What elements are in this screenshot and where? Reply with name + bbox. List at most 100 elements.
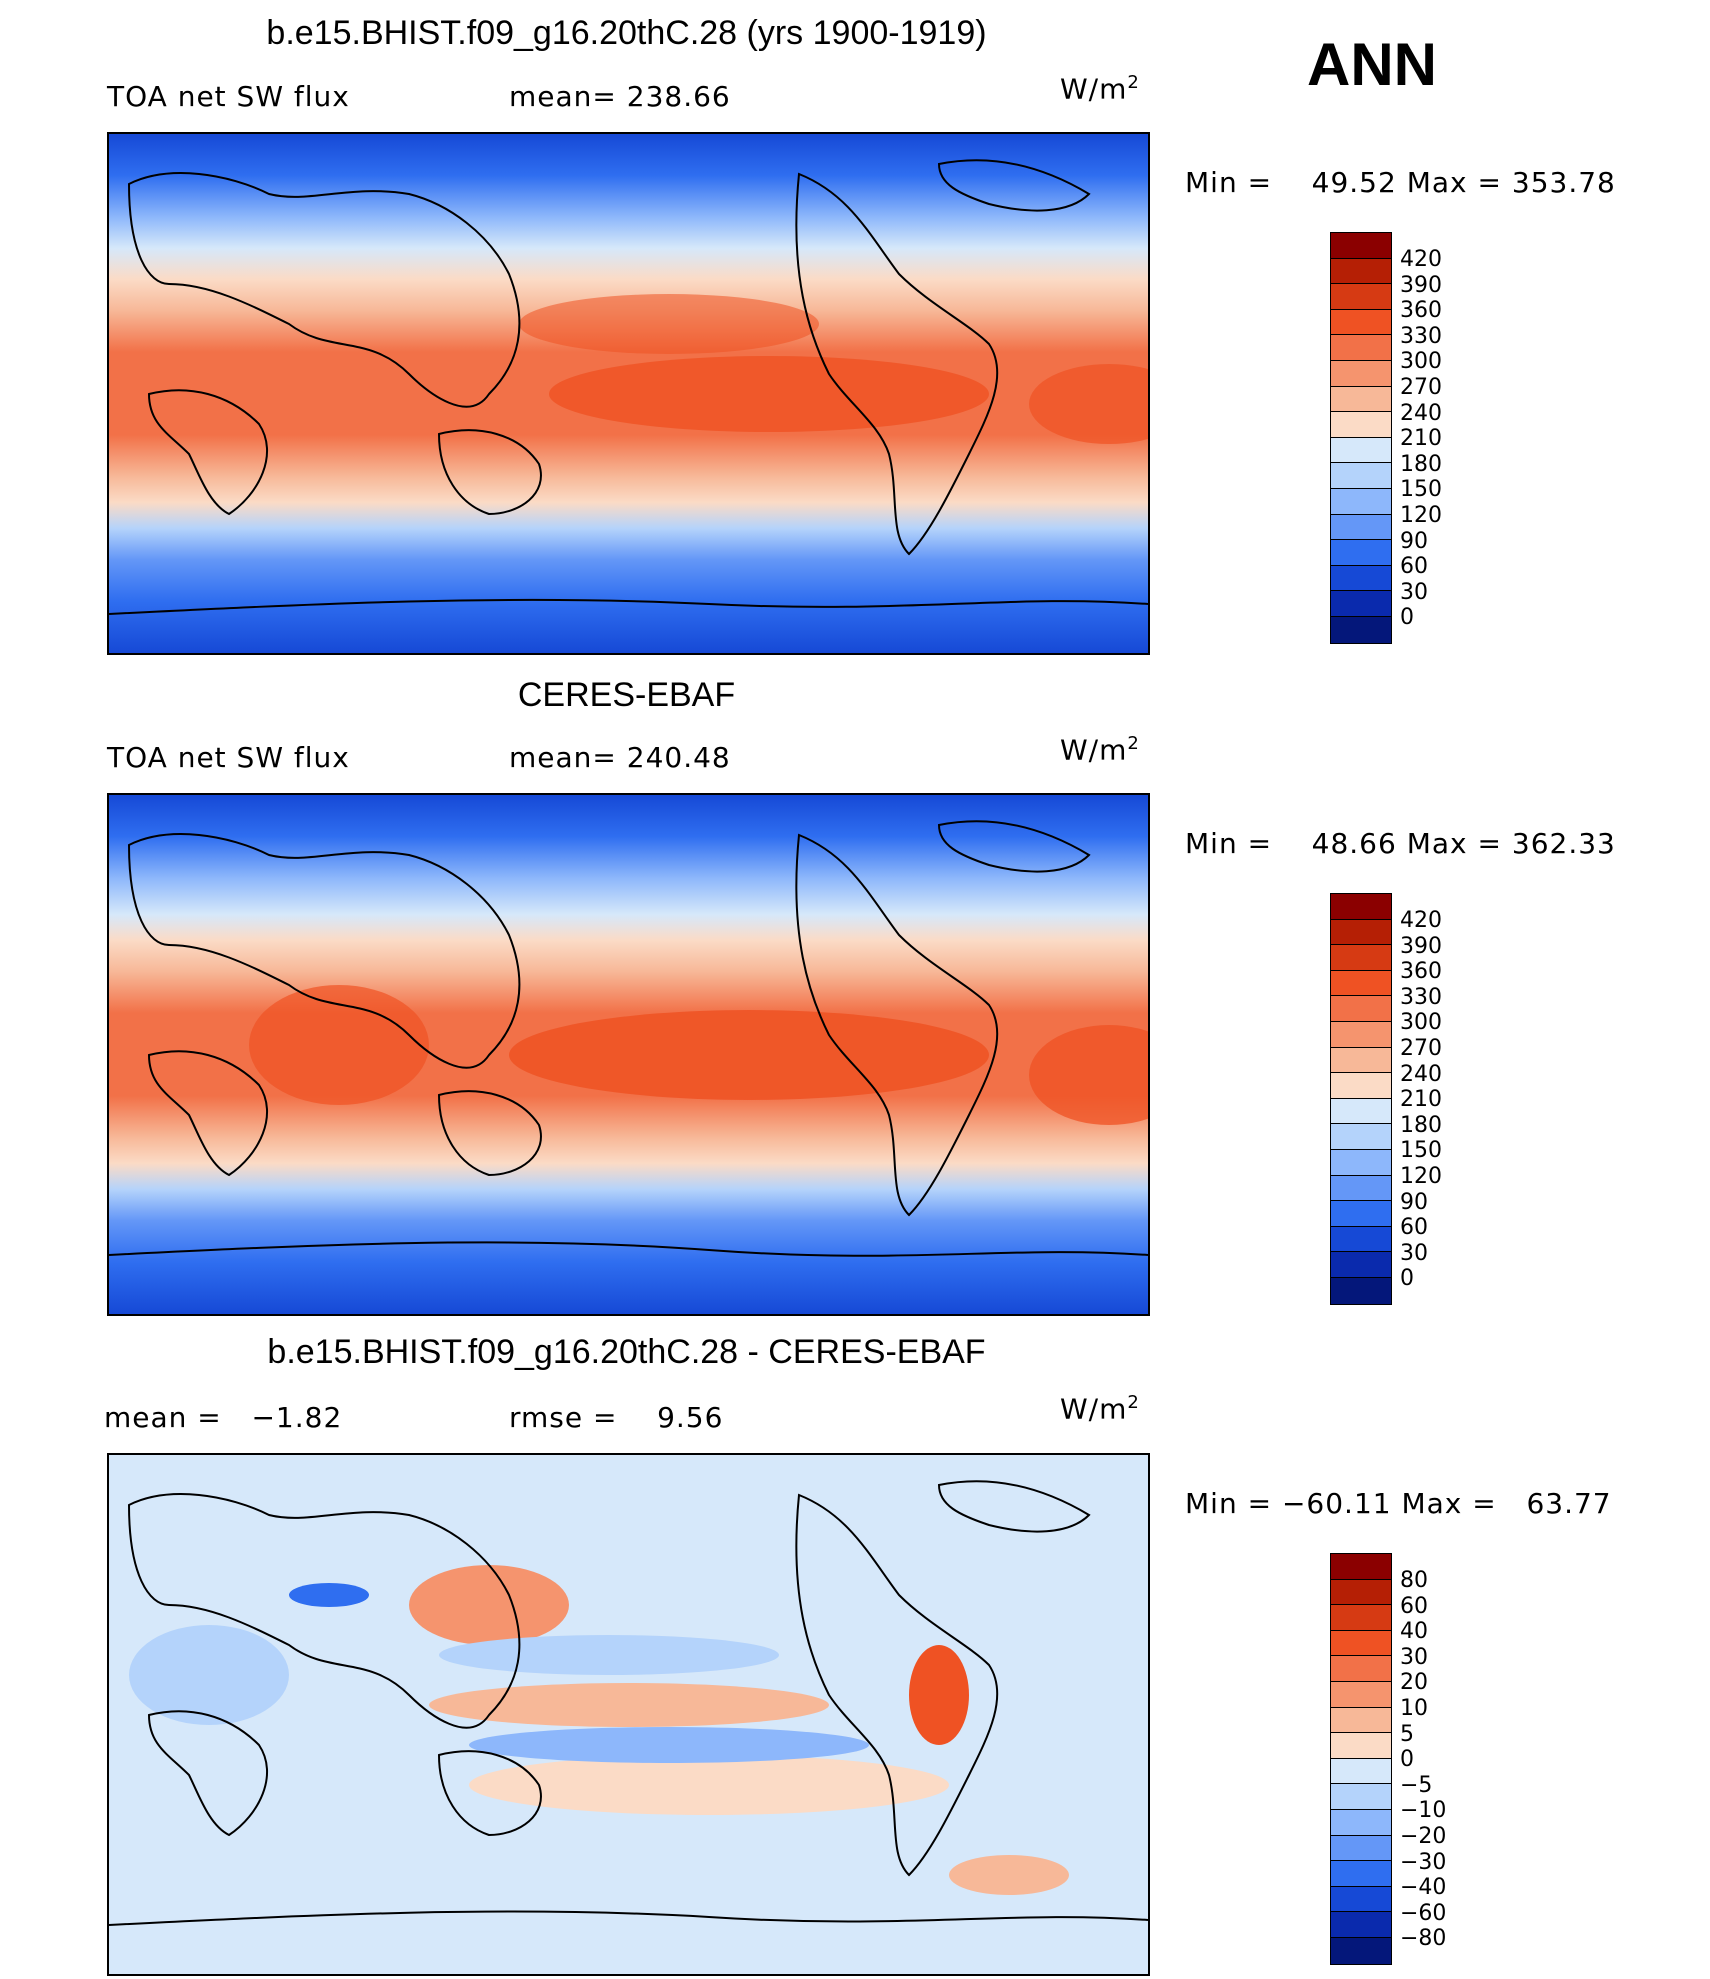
colorbar-swatch <box>1331 894 1391 920</box>
colorbar-tick-label: 270 <box>1400 374 1442 400</box>
model-pacific-north <box>519 294 819 354</box>
colorbar-tick-label: 300 <box>1400 349 1442 375</box>
colorbar-tick-label: 150 <box>1400 1138 1442 1164</box>
panel-obs-units: W/m2 <box>1060 733 1140 767</box>
colorbar-swatch <box>1331 1124 1391 1150</box>
colorbar-swatch <box>1331 1175 1391 1202</box>
diff-neg-3 <box>439 1635 779 1675</box>
colorbar-swatch <box>1331 1681 1391 1708</box>
obs-coastlines <box>109 820 1148 1257</box>
colorbar-tick-label: −80 <box>1400 1926 1447 1952</box>
colorbar-swatch <box>1331 1201 1391 1227</box>
colorbar-tick-label: 30 <box>1400 1240 1428 1266</box>
colorbar-tick-label: 270 <box>1400 1035 1442 1061</box>
colorbar-tick-label: 120 <box>1400 1163 1442 1189</box>
panel-diff-min-max: Min = −60.11 Max = 63.77 <box>1185 1487 1612 1520</box>
colorbar-tick-label: 390 <box>1400 272 1442 298</box>
obs-indian-max <box>249 985 429 1105</box>
diff-pos-4 <box>909 1645 969 1745</box>
panel-diff-title: b.e15.BHIST.f09_g16.20thC.28 - CERES-EBA… <box>267 1333 986 1371</box>
panel-model-mean-label: mean= 238.66 <box>509 80 731 113</box>
colorbar-tick-label: 40 <box>1400 1619 1428 1645</box>
panel-obs-title: CERES-EBAF <box>517 676 736 714</box>
colorbar-tick-label: 90 <box>1400 528 1428 554</box>
colorbar-swatch <box>1331 437 1391 464</box>
colorbar-tick-label: 60 <box>1400 554 1428 580</box>
colorbar-swatch <box>1331 1733 1391 1759</box>
colorbar-tick-label: −10 <box>1400 1798 1447 1824</box>
colorbar-swatch <box>1331 970 1391 997</box>
colorbar-swatch <box>1331 386 1391 413</box>
colorbar-swatch <box>1331 1047 1391 1074</box>
colorbar-swatch <box>1331 1630 1391 1657</box>
panel-obs-colorbar-ticks: 420 390 360 330 300 270 240 210 180 150 120 90 60 30 0 <box>1400 908 1442 1292</box>
colorbar-tick-label: −60 <box>1400 1900 1447 1926</box>
colorbar-swatch <box>1331 1784 1391 1810</box>
colorbar-swatch <box>1331 258 1391 285</box>
colorbar-tick-label: 330 <box>1400 984 1442 1010</box>
season-label: ANN <box>1307 31 1437 98</box>
colorbar-swatch <box>1331 309 1391 336</box>
colorbar-tick-label: 80 <box>1400 1568 1428 1593</box>
colorbar-swatch <box>1331 540 1391 566</box>
colorbar-tick-label: 240 <box>1400 400 1442 426</box>
colorbar-swatch <box>1331 1554 1391 1580</box>
panel-diff-colorbar <box>1330 1553 1392 1965</box>
diff-pos-5 <box>949 1855 1069 1895</box>
colorbar-tick-label: 30 <box>1400 579 1428 605</box>
diff-coastlines <box>109 1480 1148 1926</box>
colorbar-tick-label: −20 <box>1400 1823 1447 1849</box>
colorbar-swatch <box>1331 996 1391 1022</box>
colorbar-swatch <box>1331 1886 1391 1913</box>
colorbar-tick-label: −5 <box>1400 1772 1433 1798</box>
colorbar-tick-label: 300 <box>1400 1010 1442 1036</box>
colorbar-tick-label: 120 <box>1400 502 1442 528</box>
panel-model-variable-label: TOA net SW flux <box>107 80 350 113</box>
panel-model-min-max: Min = 49.52 Max = 353.78 <box>1185 166 1616 199</box>
diff-neg-2 <box>129 1625 289 1725</box>
diff-neg-4 <box>289 1583 369 1607</box>
diff-pos-2 <box>409 1565 569 1645</box>
panel-obs-min-max: Min = 48.66 Max = 362.33 <box>1185 827 1616 860</box>
colorbar-swatch <box>1331 1579 1391 1606</box>
colorbar-swatch <box>1331 233 1391 259</box>
colorbar-tick-label: 390 <box>1400 933 1442 959</box>
colorbar-swatch <box>1331 412 1391 438</box>
panel-model-units: W/m2 <box>1060 72 1140 106</box>
colorbar-tick-label: 180 <box>1400 451 1442 477</box>
colorbar-swatch <box>1331 1149 1391 1176</box>
colorbar-tick-label: 360 <box>1400 298 1442 324</box>
colorbar-tick-label: −30 <box>1400 1849 1447 1875</box>
colorbar-swatch <box>1331 1277 1391 1304</box>
colorbar-swatch <box>1331 1912 1391 1938</box>
colorbar-tick-label: 150 <box>1400 477 1442 503</box>
colorbar-swatch <box>1331 360 1391 387</box>
colorbar-swatch <box>1331 1073 1391 1099</box>
colorbar-swatch <box>1331 463 1391 489</box>
colorbar-swatch <box>1331 919 1391 946</box>
model-pacific-max <box>549 356 989 432</box>
colorbar-tick-label: 330 <box>1400 323 1442 349</box>
colorbar-swatch <box>1331 488 1391 515</box>
colorbar-swatch <box>1331 1605 1391 1631</box>
panel-obs-variable-label: TOA net SW flux <box>107 741 350 774</box>
colorbar-swatch <box>1331 565 1391 592</box>
panel-obs-colorbar <box>1330 893 1392 1305</box>
panel-diff-mean-label: mean = −1.82 <box>104 1401 343 1434</box>
colorbar-tick-label: 20 <box>1400 1670 1428 1696</box>
colorbar-swatch <box>1331 616 1391 643</box>
model-atlantic-max <box>1029 364 1148 444</box>
colorbar-swatch <box>1331 945 1391 971</box>
panel-model-title: b.e15.BHIST.f09_g16.20thC.28 (yrs 1900-1… <box>266 14 987 52</box>
diff-pos-1 <box>429 1683 829 1727</box>
colorbar-tick-label: 10 <box>1400 1695 1428 1721</box>
panel-diff-rmse-label: rmse = 9.56 <box>509 1401 724 1434</box>
colorbar-tick-label: 0 <box>1400 605 1414 631</box>
diff-pos-3 <box>469 1755 949 1815</box>
colorbar-swatch <box>1331 1758 1391 1785</box>
colorbar-tick-label: 420 <box>1400 908 1442 933</box>
colorbar-tick-label: 60 <box>1400 1593 1428 1619</box>
colorbar-swatch <box>1331 1809 1391 1836</box>
colorbar-tick-label: 180 <box>1400 1112 1442 1138</box>
colorbar-tick-label: −40 <box>1400 1875 1447 1901</box>
